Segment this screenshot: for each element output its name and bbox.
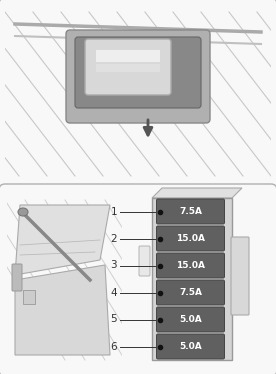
Polygon shape xyxy=(15,205,110,275)
FancyBboxPatch shape xyxy=(156,334,224,359)
Text: 7.5A: 7.5A xyxy=(179,288,202,297)
Text: 4: 4 xyxy=(110,288,117,297)
Text: 2: 2 xyxy=(110,233,117,243)
Text: 5.0A: 5.0A xyxy=(179,342,202,351)
FancyBboxPatch shape xyxy=(152,198,232,360)
Text: 1: 1 xyxy=(110,206,117,217)
Text: 7.5A: 7.5A xyxy=(179,207,202,216)
FancyBboxPatch shape xyxy=(66,30,210,123)
Bar xyxy=(96,50,160,62)
Polygon shape xyxy=(15,265,110,355)
FancyBboxPatch shape xyxy=(231,237,249,315)
FancyBboxPatch shape xyxy=(156,253,224,278)
Text: 6: 6 xyxy=(110,341,117,352)
FancyBboxPatch shape xyxy=(156,307,224,332)
Text: 5.0A: 5.0A xyxy=(179,315,202,324)
Text: 15.0A: 15.0A xyxy=(176,234,205,243)
FancyBboxPatch shape xyxy=(75,37,201,108)
Ellipse shape xyxy=(18,208,28,216)
FancyBboxPatch shape xyxy=(85,39,171,95)
FancyBboxPatch shape xyxy=(156,199,224,224)
Bar xyxy=(23,290,35,304)
Polygon shape xyxy=(152,188,242,198)
FancyBboxPatch shape xyxy=(139,246,150,276)
FancyBboxPatch shape xyxy=(156,280,224,305)
Text: 5: 5 xyxy=(110,315,117,325)
Bar xyxy=(96,64,160,72)
FancyBboxPatch shape xyxy=(156,226,224,251)
FancyBboxPatch shape xyxy=(12,264,22,291)
Text: 3: 3 xyxy=(110,261,117,270)
FancyBboxPatch shape xyxy=(0,0,276,190)
FancyBboxPatch shape xyxy=(0,184,276,374)
Text: 15.0A: 15.0A xyxy=(176,261,205,270)
